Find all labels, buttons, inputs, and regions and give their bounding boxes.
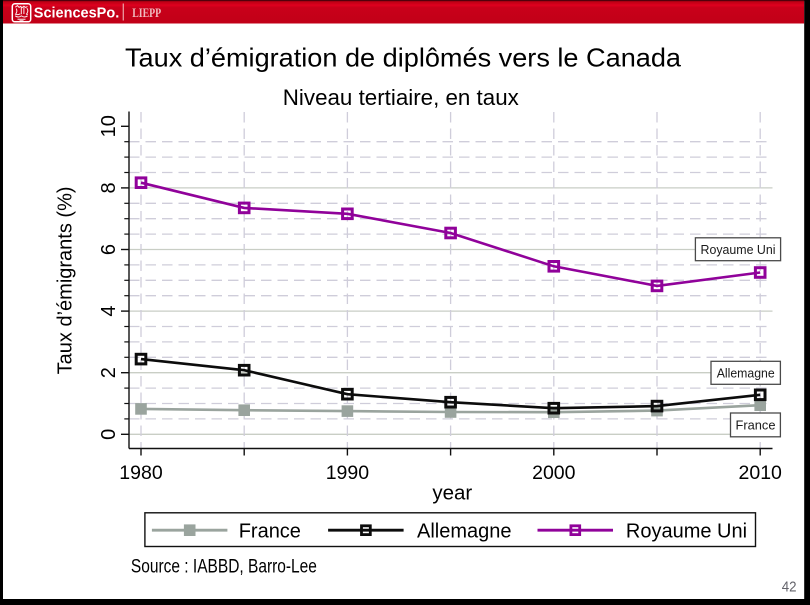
svg-text:Royaume Uni: Royaume Uni (701, 242, 776, 257)
svg-text:SciencesPo.: SciencesPo. (34, 5, 119, 21)
svg-text:42: 42 (782, 578, 797, 595)
svg-text:LIEPP: LIEPP (132, 5, 161, 20)
svg-text:France: France (736, 418, 776, 433)
svg-text:France: France (239, 521, 301, 543)
svg-text:1990: 1990 (326, 462, 370, 484)
svg-text:Niveau tertiaire, en taux: Niveau tertiaire, en taux (283, 85, 519, 110)
svg-text:0: 0 (98, 429, 120, 440)
svg-text:10: 10 (98, 115, 120, 137)
svg-text:6: 6 (98, 244, 120, 255)
svg-text:2000: 2000 (532, 462, 576, 484)
svg-text:Taux d’émigration de diplômés: Taux d’émigration de diplômés vers le Ca… (125, 42, 682, 72)
svg-text:1980: 1980 (119, 462, 163, 484)
svg-text:2: 2 (98, 367, 120, 378)
svg-text:Royaume Uni: Royaume Uni (626, 521, 747, 543)
svg-text:2010: 2010 (739, 462, 783, 484)
svg-text:Taux d’émigrants (%): Taux d’émigrants (%) (55, 186, 77, 374)
svg-text:4: 4 (98, 306, 120, 317)
svg-text:Allemagne: Allemagne (717, 365, 775, 380)
svg-text:Allemagne: Allemagne (417, 521, 512, 543)
svg-text:8: 8 (98, 182, 120, 193)
svg-text:year: year (432, 482, 472, 505)
svg-text:Source : IABBD, Barro-Lee: Source : IABBD, Barro-Lee (131, 556, 317, 577)
